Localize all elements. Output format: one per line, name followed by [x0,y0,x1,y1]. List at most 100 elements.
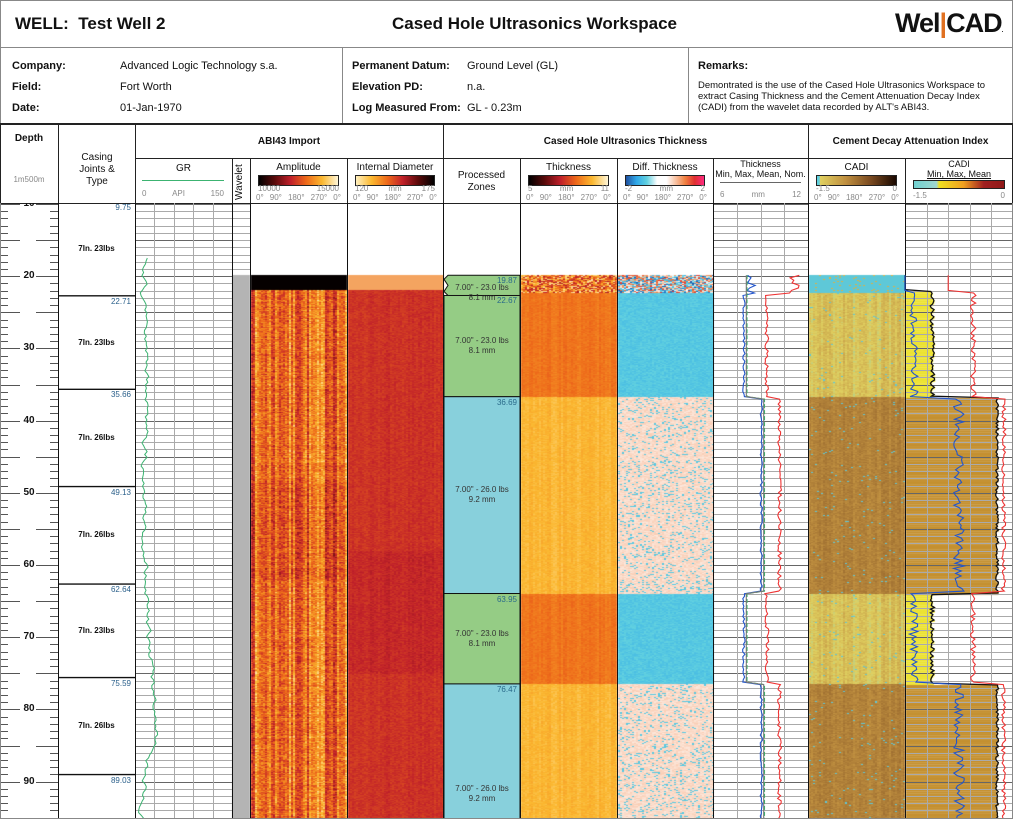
thickness-curves-title: Thickness [740,159,781,169]
gr-curve [138,257,159,819]
internal_diameter-unit: mm [388,184,402,193]
amplitude-angle-scale: 0° 90° 180° 270° 0° [256,194,341,202]
angle-label: 270° [868,193,886,202]
zone-thickness: 8.1 mm [468,293,496,303]
cadi-title: CADI [844,162,869,173]
elevation-label: Elevation PD: [352,81,423,93]
depth-label: 90 [23,775,35,787]
zone-casing-spec: 7.00" - 23.0 lbs [455,628,509,638]
zone-top-depth: 19.87 [496,276,517,286]
zone-top-depth: 76.47 [496,684,517,694]
casing-joint-depth: 62.64 [110,585,131,595]
thickness-mean-curve [746,275,766,819]
internal_diameter-angle-scale: 0° 90° 180° 270° 0° [353,194,437,202]
internal-diameter-title: Internal Diameter [356,162,434,173]
thickness-title: Thickness [545,162,591,173]
angle-label: 0° [603,193,611,202]
zone-thickness: 9.2 mm [468,495,496,505]
angle-label: 0° [526,193,534,202]
cadi-min-curve [904,275,967,819]
depth-label: 80 [23,703,35,715]
remarks-text: Demontrated is the use of the Cased Hole… [698,80,986,113]
angle-label: 0° [429,193,437,202]
well-title: WELL: Test Well 2 [15,14,166,34]
amplitude-max: 15000 [316,184,339,193]
processed-zone [443,274,521,296]
zone-top-depth: 36.69 [496,397,517,407]
diff_thickness-angle-scale: 0° 90° 180° 270° 0° [623,194,707,202]
cadi-max-curve [947,275,1007,819]
well-name: Test Well 2 [78,14,166,33]
processed-zone [443,683,521,819]
thickness-group-title: Cased Hole Ultrasonics Thickness [543,136,708,147]
angle-label: 0° [256,193,264,202]
date-label: Date: [12,102,40,114]
casing-joint-depth: 75.59 [110,678,131,688]
diff_thickness-min: -2 [625,184,633,193]
cadi-mean-curve [904,275,1000,819]
well-label: WELL: [15,14,69,33]
processed-zone [443,593,521,685]
casing-joint-type: 7In. 26lbs [78,432,115,442]
casing-joint-type: 7In. 26lbs [78,530,115,540]
processed-zone [443,396,521,595]
thickness-curves-scale: 6 mm 12 [720,190,801,199]
zone-thickness: 8.1 mm [468,346,496,356]
thickness-unit: mm [559,184,574,193]
field-label: Field: [12,81,42,93]
company-label: Company: [12,60,66,72]
angle-label: 90° [636,193,649,202]
thickness-nominal-curve [745,275,765,819]
internal_diameter-min: 120 [355,184,369,193]
zone-thickness: 9.2 mm [468,793,496,803]
depth-label: 70 [23,631,35,643]
angle-label: 0° [814,193,822,202]
casing-joint-depth: 22.71 [110,296,131,306]
zone-casing-spec: 7.00" - 23.0 lbs [455,336,509,346]
depth-label: 60 [23,559,35,570]
depth-label: 50 [23,486,35,498]
angle-label: 0° [623,193,631,202]
casing-joint-depth: 35.66 [110,390,131,400]
amplitude-title: Amplitude [276,162,321,173]
cadi-scale: -1.5 0 [816,185,897,193]
log-measured-value: GL - 0.23m [467,102,522,114]
cadi-angle-scale: 0° 90° 180° 270° 0° [814,194,899,202]
elevation-value: n.a. [467,81,486,93]
gr-min: 0 [142,189,147,198]
angle-label: 270° [406,193,424,202]
cadi-max: 0 [892,184,897,193]
amplitude-min: 10000 [258,184,281,193]
casing-joint-depth: 49.13 [110,487,131,497]
angle-label: 90° [539,193,552,202]
wellcad-logo: Wel|CAD. [895,8,1003,38]
zone-casing-spec: 7.00" - 23.0 lbs [455,283,509,293]
thickness-colorbar [528,175,609,186]
diff-thickness-title: Diff. Thickness [632,162,698,173]
gr-unit: API [172,189,185,198]
angle-label: 90° [366,193,379,202]
cadi-curves-title: CADI [948,159,970,169]
angle-label: 270° [580,193,598,202]
angle-label: 0° [699,193,707,202]
processed-zone [443,294,521,398]
cc-min: -1.5 [913,191,927,200]
depth-track-title: Depth [14,133,44,144]
angle-label: 90° [269,193,282,202]
angle-label: 0° [353,193,361,202]
angle-label: 180° [557,193,575,202]
processed-zones-title: Processed Zones [457,170,506,193]
casing-joint-type: 7In. 23lbs [78,337,115,347]
depth-label: 10 [23,203,35,209]
angle-label: 180° [384,193,402,202]
zone-casing-spec: 7.00" - 26.0 lbs [455,485,509,495]
amplitude-colorbar [258,175,339,186]
depth-label: 30 [23,342,35,354]
thickness-min-curve [742,274,764,819]
casing-joint-type: 7In. 23lbs [78,243,115,253]
angle-label: 270° [676,193,694,202]
log-plot-area: 10 20 30 40 50 60 70 80 90 9.75 7In. 23lbs 22.71 7In… [0,203,1013,819]
angle-label: 180° [287,193,305,202]
amplitude-scale: 10000 15000 [258,185,339,193]
log-measured-label: Log Measured From: [352,102,461,114]
